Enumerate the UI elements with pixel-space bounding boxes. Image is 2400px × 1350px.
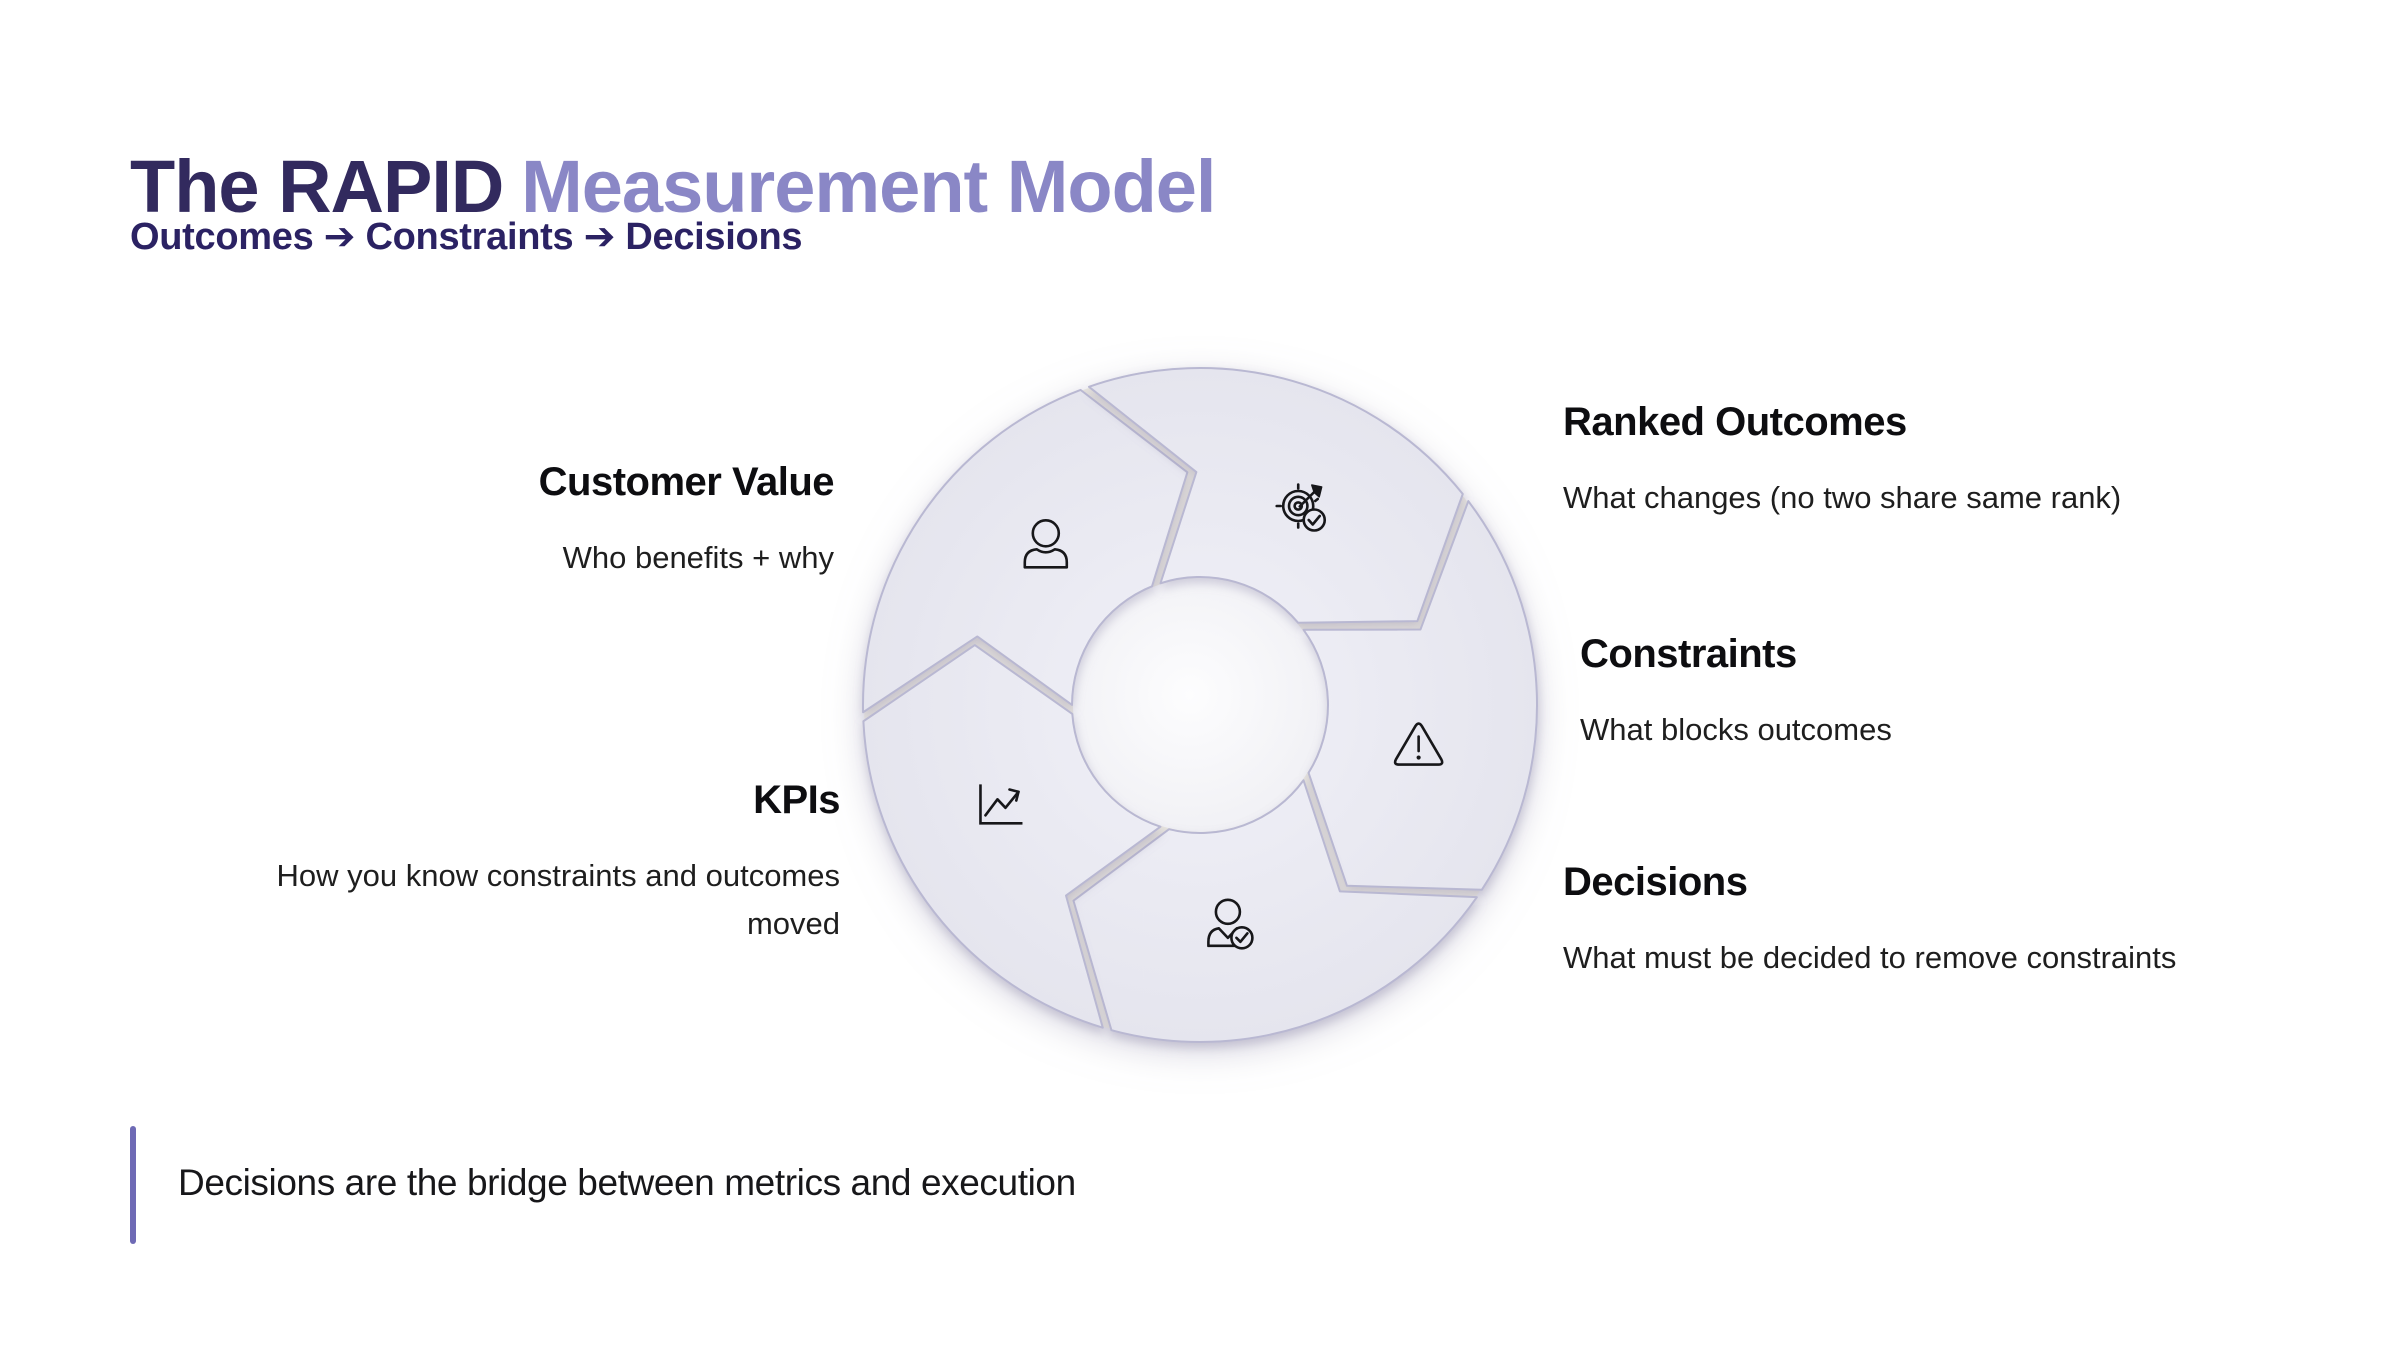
page-title-highlight: Measurement Model bbox=[521, 144, 1216, 228]
segment-decisions bbox=[1072, 779, 1478, 1044]
person-icon bbox=[1023, 519, 1069, 569]
target-check-icon bbox=[1275, 483, 1327, 532]
cycle-diagram-svg bbox=[862, 367, 1538, 1044]
page-title: The RAPID Measurement Model bbox=[130, 144, 1217, 228]
quote-accent-bar bbox=[130, 1126, 136, 1244]
label-kpis: KPIs How you know constraints and outcom… bbox=[200, 778, 841, 948]
label-kpis-description: How you know constraints and outcomes mo… bbox=[276, 858, 840, 942]
diagram-center-hole bbox=[1073, 578, 1327, 832]
label-constraints-description: What blocks outcomes bbox=[1580, 712, 1892, 747]
label-ranked-outcomes: Ranked Outcomes What changes (no two sha… bbox=[1563, 400, 2283, 522]
warning-icon bbox=[1393, 722, 1444, 766]
label-kpis-title: KPIs bbox=[753, 778, 840, 822]
cycle-diagram bbox=[810, 315, 1590, 1095]
label-customer-value: Customer Value Who benefits + why bbox=[274, 460, 835, 582]
segment-kpis bbox=[862, 644, 1162, 1029]
page-title-prefix: The RAPID bbox=[130, 144, 504, 228]
footer-quote: Decisions are the bridge between metrics… bbox=[178, 1162, 1076, 1203]
label-ranked-outcomes-description: What changes (no two share same rank) bbox=[1563, 480, 2122, 515]
label-constraints-title: Constraints bbox=[1580, 632, 1797, 676]
label-decisions-title: Decisions bbox=[1563, 860, 1748, 904]
segment-customer-value bbox=[862, 388, 1189, 714]
label-customer-value-description: Who benefits + why bbox=[562, 540, 834, 575]
label-constraints: Constraints What blocks outcomes bbox=[1580, 632, 2280, 754]
label-customer-value-title: Customer Value bbox=[538, 460, 835, 504]
label-decisions-description: What must be decided to remove constrain… bbox=[1563, 940, 2177, 975]
trend-chart-icon bbox=[979, 784, 1023, 825]
segment-constraints bbox=[1302, 500, 1538, 891]
subtitle-flow: Outcomes ➔ Constraints ➔ Decisions bbox=[130, 216, 803, 258]
segment-ranked-outcomes bbox=[1087, 367, 1464, 624]
person-check-icon bbox=[1207, 898, 1254, 950]
label-decisions: Decisions What must be decided to remove… bbox=[1563, 860, 2323, 982]
label-ranked-outcomes-title: Ranked Outcomes bbox=[1563, 400, 1907, 444]
